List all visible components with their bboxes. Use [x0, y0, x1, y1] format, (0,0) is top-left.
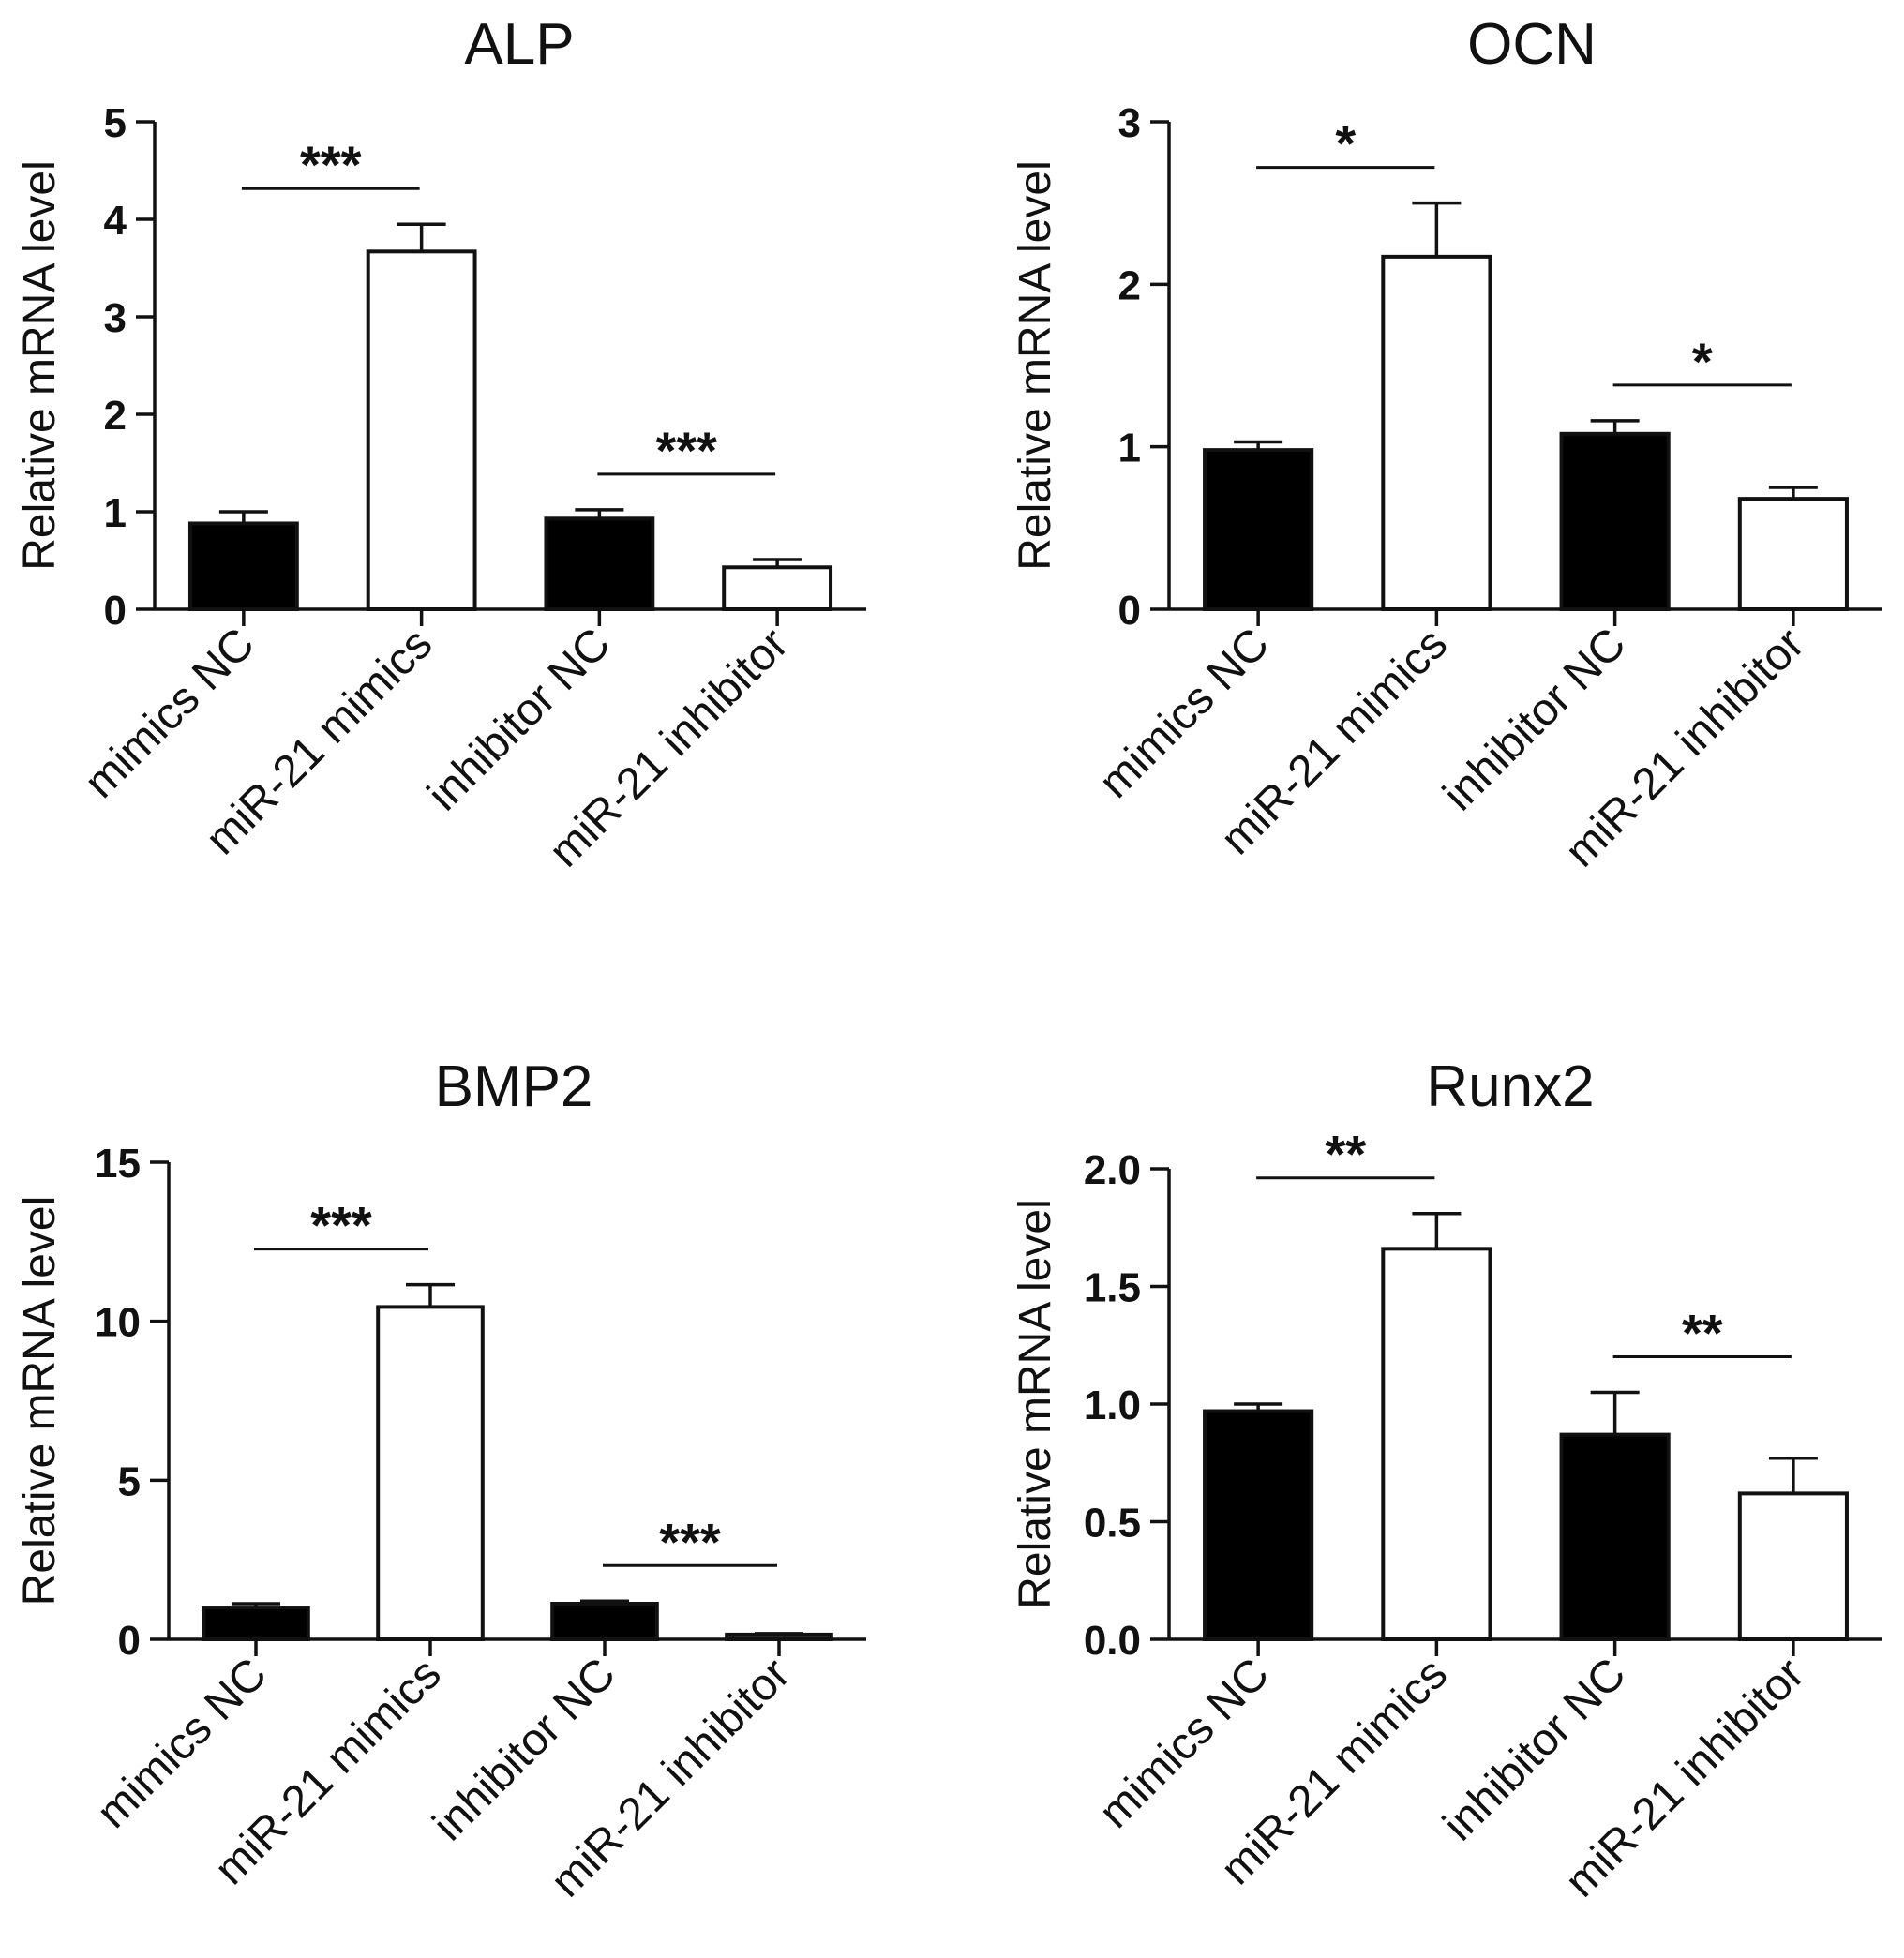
y-tick-label: 0: [1118, 588, 1141, 634]
y-axis-label: Relative mRNA level: [15, 160, 65, 570]
bar: [1559, 1432, 1671, 1641]
y-tick-label: 4: [104, 198, 127, 244]
bar: [1203, 448, 1314, 611]
chart-title: Runx2: [1426, 1054, 1594, 1119]
y-tick-label: 0.5: [1084, 1501, 1141, 1547]
chart-title: OCN: [1467, 12, 1597, 77]
x-tick-label: mimics NC: [1089, 619, 1279, 808]
y-tick-label: 2: [104, 393, 127, 439]
y-tick-label: 1.0: [1084, 1383, 1141, 1428]
y-tick-label: 0.0: [1084, 1618, 1141, 1664]
y-tick-label: 3: [1118, 100, 1141, 146]
y-tick-label: 1: [104, 490, 127, 536]
y-tick-label: 3: [104, 295, 127, 341]
significance-label: ***: [300, 135, 362, 194]
chart-title: ALP: [464, 12, 574, 77]
y-axis-label: Relative mRNA level: [1011, 1199, 1060, 1608]
significance-label: **: [1325, 1125, 1366, 1184]
y-tick-label: 15: [95, 1141, 141, 1187]
bar: [544, 516, 655, 612]
chart-title: BMP2: [435, 1054, 593, 1119]
significance-label: ***: [310, 1196, 372, 1255]
chart-panel-runx2: Runx2 Relative mRNA level 0.0 0.5 1.0 1.5 2.0 m…: [1011, 1054, 1882, 1906]
bar: [1381, 254, 1492, 611]
bar: [725, 1632, 833, 1642]
significance-label: *: [1692, 332, 1713, 391]
bar: [366, 249, 477, 611]
y-tick-label: 10: [95, 1300, 141, 1346]
y-tick-label: 5: [118, 1458, 141, 1504]
x-tick-label: inhibitor NC: [1434, 619, 1636, 820]
bar: [722, 565, 833, 612]
bar: [550, 1601, 659, 1641]
significance-label: ***: [659, 1512, 721, 1571]
y-axis-label: Relative mRNA level: [1011, 160, 1060, 570]
y-tick-label: 0: [104, 588, 127, 634]
bar: [1737, 497, 1849, 612]
bar: [202, 1606, 310, 1641]
bar: [1559, 431, 1671, 611]
x-tick-label: mimics NC: [75, 619, 264, 808]
significance-label: **: [1682, 1303, 1723, 1362]
bar: [1381, 1247, 1492, 1641]
bar: [376, 1305, 485, 1641]
x-tick-label: inhibitor NC: [1434, 1649, 1636, 1850]
significance-label: *: [1335, 114, 1356, 173]
y-tick-label: 2.0: [1084, 1147, 1141, 1193]
significance-label: ***: [656, 421, 718, 480]
x-tick-label: mimics NC: [87, 1649, 277, 1838]
bar: [1203, 1409, 1314, 1642]
y-tick-label: 2: [1118, 262, 1141, 308]
y-tick-label: 1.5: [1084, 1265, 1141, 1311]
x-tick-label: inhibitor NC: [418, 619, 620, 820]
y-tick-label: 0: [118, 1618, 141, 1664]
y-tick-label: 5: [104, 100, 127, 146]
y-tick-label: 1: [1118, 426, 1141, 471]
y-axis-label: Relative mRNA level: [15, 1196, 65, 1606]
x-tick-label: mimics NC: [1089, 1649, 1279, 1838]
bar: [1737, 1491, 1849, 1641]
bar: [187, 521, 299, 611]
